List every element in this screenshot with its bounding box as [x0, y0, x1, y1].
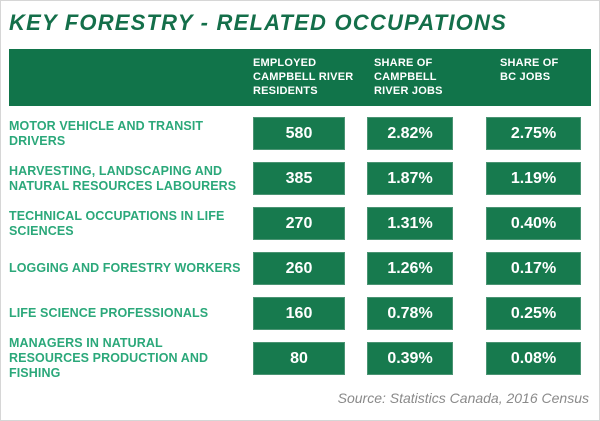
share-bc-value: 0.25%: [486, 297, 581, 330]
occupation-label: MOTOR VEHICLE AND TRANSIT DRIVERS: [9, 118, 204, 148]
header-spacer: [9, 56, 253, 106]
employed-value: 260: [253, 252, 345, 285]
table-header-band: EMPLOYED CAMPBELL RIVER RESIDENTS SHARE …: [9, 49, 591, 106]
share-bc-value: 0.08%: [486, 342, 581, 375]
occupation-label: TECHNICAL OCCUPATIONS IN LIFE SCIENCES: [9, 208, 225, 238]
share-bc-value: 0.17%: [486, 252, 581, 285]
table-body: MOTOR VEHICLE AND TRANSIT DRIVERS 580 2.…: [1, 111, 599, 381]
employed-value: 160: [253, 297, 345, 330]
table-row: LOGGING AND FORESTRY WORKERS 260 1.26% 0…: [9, 246, 591, 291]
occupation-label: MANAGERS IN NATURAL RESOURCES PRODUCTION…: [9, 336, 209, 380]
occupation-label: HARVESTING, LANDSCAPING AND NATURAL RESO…: [9, 163, 237, 193]
column-header-share-bc-jobs: SHARE OF BC JOBS: [500, 57, 559, 83]
page-title: KEY FORESTRY - RELATED OCCUPATIONS: [9, 10, 507, 35]
table-row: MOTOR VEHICLE AND TRANSIT DRIVERS 580 2.…: [9, 111, 591, 156]
employed-value: 580: [253, 117, 345, 150]
table-row: HARVESTING, LANDSCAPING AND NATURAL RESO…: [9, 156, 591, 201]
share-bc-value: 0.40%: [486, 207, 581, 240]
share-campbell-river-value: 0.78%: [367, 297, 453, 330]
employed-value: 80: [253, 342, 345, 375]
share-bc-value: 1.19%: [486, 162, 581, 195]
share-campbell-river-value: 1.31%: [367, 207, 453, 240]
occupation-label: LOGGING AND FORESTRY WORKERS: [9, 261, 241, 275]
employed-value: 385: [253, 162, 345, 195]
occupation-label: LIFE SCIENCE PROFESSIONALS: [9, 306, 209, 320]
share-campbell-river-value: 0.39%: [367, 342, 453, 375]
source-note: Source: Statistics Canada, 2016 Census: [337, 390, 589, 406]
table-row: MANAGERS IN NATURAL RESOURCES PRODUCTION…: [9, 336, 591, 381]
share-campbell-river-value: 1.87%: [367, 162, 453, 195]
share-campbell-river-value: 2.82%: [367, 117, 453, 150]
table-row: TECHNICAL OCCUPATIONS IN LIFE SCIENCES 2…: [9, 201, 591, 246]
share-campbell-river-value: 1.26%: [367, 252, 453, 285]
share-bc-value: 2.75%: [486, 117, 581, 150]
employed-value: 270: [253, 207, 345, 240]
column-header-share-campbell-river-jobs: SHARE OF CAMPBELL RIVER JOBS: [374, 57, 443, 97]
column-header-employed-residents: EMPLOYED CAMPBELL RIVER RESIDENTS: [253, 57, 354, 97]
table-row: LIFE SCIENCE PROFESSIONALS 160 0.78% 0.2…: [9, 291, 591, 336]
